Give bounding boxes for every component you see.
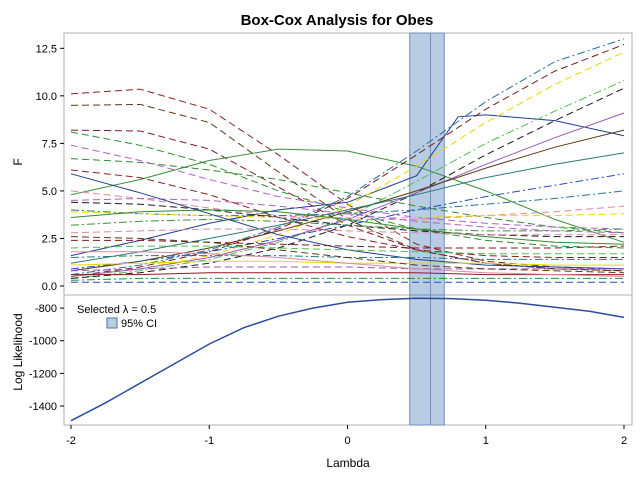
log-likelihood-line bbox=[70, 297, 625, 422]
top-ci-band bbox=[409, 32, 445, 296]
x-tick-label: -1 bbox=[204, 435, 214, 447]
chart-title: Box-Cox Analysis for Obes bbox=[241, 12, 434, 29]
x-tick-label: 0 bbox=[344, 435, 350, 447]
x-tick-label: 2 bbox=[621, 435, 627, 447]
bottom-y-tick-label: -800 bbox=[35, 303, 57, 315]
bottom-series-group bbox=[70, 297, 625, 422]
f-series-line-2 bbox=[70, 88, 625, 270]
f-series-line-25 bbox=[70, 209, 625, 245]
top-y-tick-label: 7.5 bbox=[42, 138, 57, 150]
f-series-line-28 bbox=[71, 239, 625, 249]
f-series-line-1 bbox=[70, 114, 625, 257]
top-y-ticks: 0.0 2.5 5.0 7.5 10.0 12.5 bbox=[36, 43, 64, 293]
f-series-line-23 bbox=[70, 169, 624, 258]
f-series-line-8 bbox=[70, 148, 625, 243]
bottom-y-tick-label: -1400 bbox=[29, 401, 57, 413]
f-series-line-11 bbox=[70, 51, 625, 277]
legend-ci-swatch bbox=[106, 317, 118, 329]
top-y-tick-label: 10.0 bbox=[36, 91, 57, 103]
f-series-line-34 bbox=[70, 277, 624, 281]
f-series-line-5 bbox=[70, 158, 625, 234]
x-ticks: -2 -1 0 1 2 bbox=[66, 425, 627, 447]
f-series-line-33 bbox=[71, 272, 624, 276]
f-series-line-7 bbox=[70, 144, 625, 230]
f-series-line-15 bbox=[70, 129, 625, 272]
top-y-tick-label: 12.5 bbox=[36, 43, 57, 55]
x-tick-label: -2 bbox=[66, 435, 76, 447]
f-series-line-32 bbox=[70, 266, 624, 272]
bottom-ci-rect bbox=[409, 294, 445, 426]
bottom-ci-band bbox=[409, 294, 445, 426]
f-series-line-27 bbox=[70, 228, 624, 236]
f-series-line-22 bbox=[70, 218, 625, 232]
top-y-tick-label: 0.0 bbox=[42, 281, 57, 293]
top-ci-rect bbox=[409, 32, 445, 296]
f-series-line-29 bbox=[70, 245, 624, 255]
x-tick-label: 1 bbox=[483, 435, 489, 447]
f-series-line-13 bbox=[70, 87, 625, 279]
f-series-line-24 bbox=[70, 197, 625, 234]
f-series-line-16 bbox=[70, 152, 625, 264]
top-plot-frame bbox=[63, 32, 633, 296]
top-y-tick-label: 5.0 bbox=[42, 186, 57, 198]
bottom-plot-frame bbox=[63, 294, 633, 426]
f-series-line-21 bbox=[70, 211, 625, 218]
f-series-line-17 bbox=[70, 173, 625, 270]
legend-ci-label: 95% CI bbox=[121, 318, 157, 330]
top-y-axis-label: F bbox=[11, 158, 25, 165]
f-series-line-37 bbox=[70, 236, 625, 274]
bottom-y-tick-label: -1000 bbox=[29, 336, 57, 348]
f-series-line-9 bbox=[70, 38, 625, 276]
bottom-y-ticks: -1400 -1200 -1000 -800 bbox=[29, 303, 64, 413]
x-axis-label: Lambda bbox=[326, 456, 370, 470]
top-series-group bbox=[70, 38, 625, 283]
bottom-y-tick-label: -1200 bbox=[29, 368, 57, 380]
legend-selected-lambda: Selected λ = 0.5 bbox=[77, 304, 156, 316]
f-series-line-36 bbox=[71, 251, 625, 277]
top-y-tick-label: 2.5 bbox=[42, 233, 57, 245]
f-series-line-10 bbox=[70, 44, 625, 277]
bottom-y-axis-label: Log Likelihood bbox=[11, 313, 25, 390]
